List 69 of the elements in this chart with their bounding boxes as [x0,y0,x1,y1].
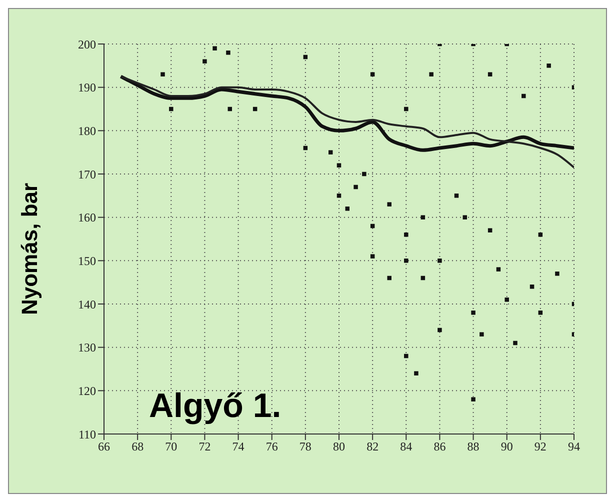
x-tick-label: 94 [568,440,580,454]
point [362,172,366,176]
x-tick-label: 72 [198,440,211,454]
point [336,194,342,198]
point [202,59,207,64]
line-series [120,76,574,168]
point [438,328,442,332]
y-tick-label: 160 [78,210,96,225]
point [328,150,333,154]
point [169,106,174,112]
x-tick-label: 78 [299,440,312,454]
point [404,354,408,358]
point [160,72,165,76]
x-tick-label: 76 [266,440,278,454]
line-series [119,74,574,152]
point [212,46,217,50]
point [480,332,484,336]
y-tick-label: 150 [78,254,96,268]
point [370,254,375,258]
y-tick-label: 180 [78,124,96,138]
point [546,64,551,68]
point [488,228,492,232]
y-tick-label: 110 [78,427,96,442]
y-tick-label: 130 [78,340,96,355]
point [488,72,492,76]
x-tick-label: 88 [467,440,480,454]
point [387,202,392,206]
annotation: Algyő 1. [149,387,282,426]
point [513,340,518,346]
x-tick-label: 74 [232,440,244,454]
x-tick-label: 68 [132,440,144,454]
point [404,106,408,112]
point [462,215,468,220]
x-tick-label: 80 [333,440,345,454]
point [538,310,543,315]
point [387,276,392,280]
x-tick-label: 86 [434,440,446,454]
point [538,232,543,237]
point [530,284,534,289]
point [354,184,358,190]
y-tick-label: 170 [78,167,96,182]
point [471,397,476,402]
point [226,50,230,55]
point [454,194,459,198]
point [438,258,442,263]
x-tick-label: 92 [534,440,546,454]
point [504,298,509,302]
point [471,310,476,315]
y-tick-label: 190 [78,80,96,95]
x-tick-label: 70 [165,440,178,454]
point [336,163,342,168]
x-tick-label: 66 [98,440,110,454]
y-tick-label: 120 [78,384,96,398]
y-axis-title: Nyomás, bar [17,182,43,318]
point [420,215,426,220]
point [522,94,526,98]
point [370,72,375,76]
point [555,272,560,276]
point [496,267,501,272]
y-tick-label: 140 [78,297,96,312]
y-tick-label: 200 [78,37,96,52]
point [404,258,408,263]
point [404,232,408,237]
x-tick-label: 84 [400,440,412,454]
x-tick-label: 90 [500,440,513,454]
point [414,371,418,376]
x-tick-label: 82 [366,440,379,454]
point [429,72,434,76]
point [345,206,350,211]
